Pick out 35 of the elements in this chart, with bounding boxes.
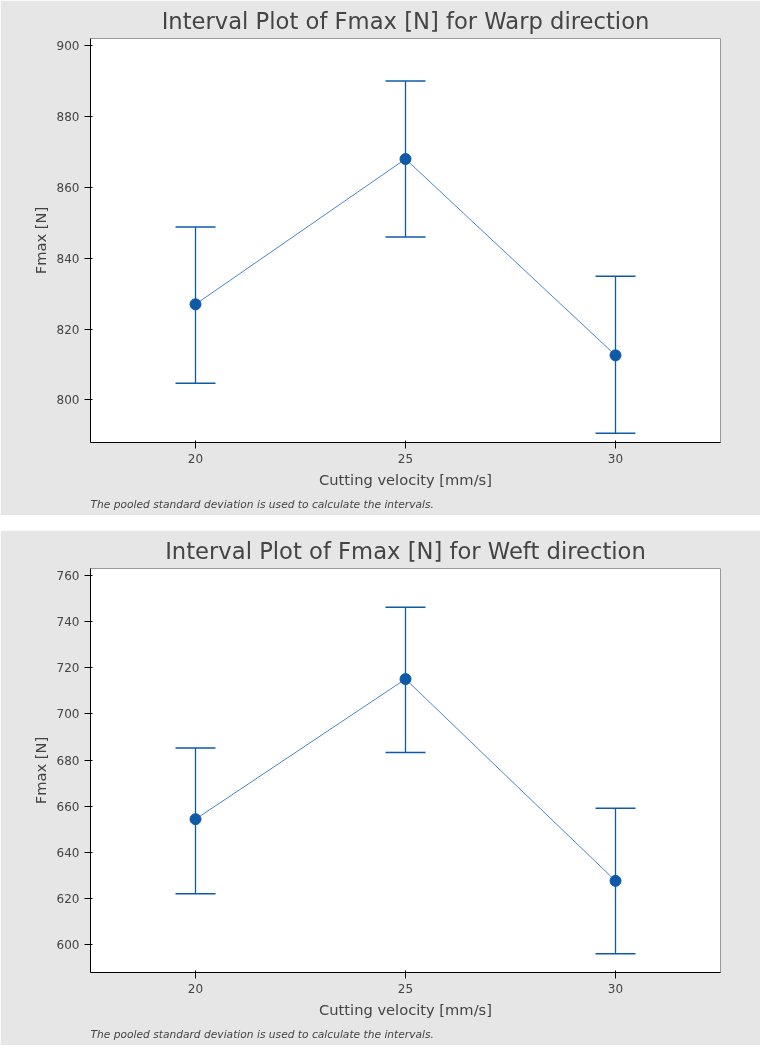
x-tick-label: 25 (397, 981, 414, 996)
x-tick-label: 20 (187, 451, 204, 466)
x-tick-label: 25 (397, 451, 414, 466)
point (399, 153, 412, 165)
point (189, 298, 202, 311)
point (189, 813, 202, 826)
text: The pooled standard deviation is used to calculate the intervals. (90, 1027, 434, 1041)
y-tick-label: 760 (56, 568, 80, 583)
y-tick-label: 900 (56, 39, 80, 54)
x-tick-label: 30 (607, 981, 624, 996)
y-tick-label: 840 (56, 251, 80, 266)
y-tick-label: 680 (56, 753, 80, 768)
x-tick-label: 30 (607, 451, 624, 466)
point (399, 673, 412, 686)
y-tick-label: 700 (56, 707, 80, 722)
y-tick-label: 740 (56, 615, 80, 630)
y-tick-label: 640 (56, 845, 80, 860)
point (609, 874, 622, 887)
y-tick-label: 820 (56, 322, 80, 337)
x-axis-title: Cutting velocity [mm/s] (319, 470, 492, 488)
y-axis-title: Fmax [N] (31, 736, 49, 805)
y-tick-label: 620 (56, 892, 80, 907)
chart-title: Interval Plot of Fmax [N] for Warp direction (161, 7, 650, 34)
y-tick-label: 600 (56, 938, 80, 953)
y-tick-label: 720 (56, 661, 80, 676)
y-tick-label: 880 (56, 109, 80, 124)
x-tick-label: 20 (187, 981, 204, 996)
y-tick-label: 660 (56, 799, 80, 814)
chart-title: Interval Plot of Fmax [N] for Weft direction (165, 537, 646, 564)
point (609, 349, 622, 362)
x-axis-title: Cutting velocity [mm/s] (319, 1000, 492, 1018)
y-tick-label: 800 (56, 393, 80, 408)
y-axis-title: Fmax [N] (31, 206, 49, 275)
y-tick-label: 860 (56, 180, 80, 195)
text: The pooled standard deviation is used to calculate the intervals. (90, 497, 434, 511)
